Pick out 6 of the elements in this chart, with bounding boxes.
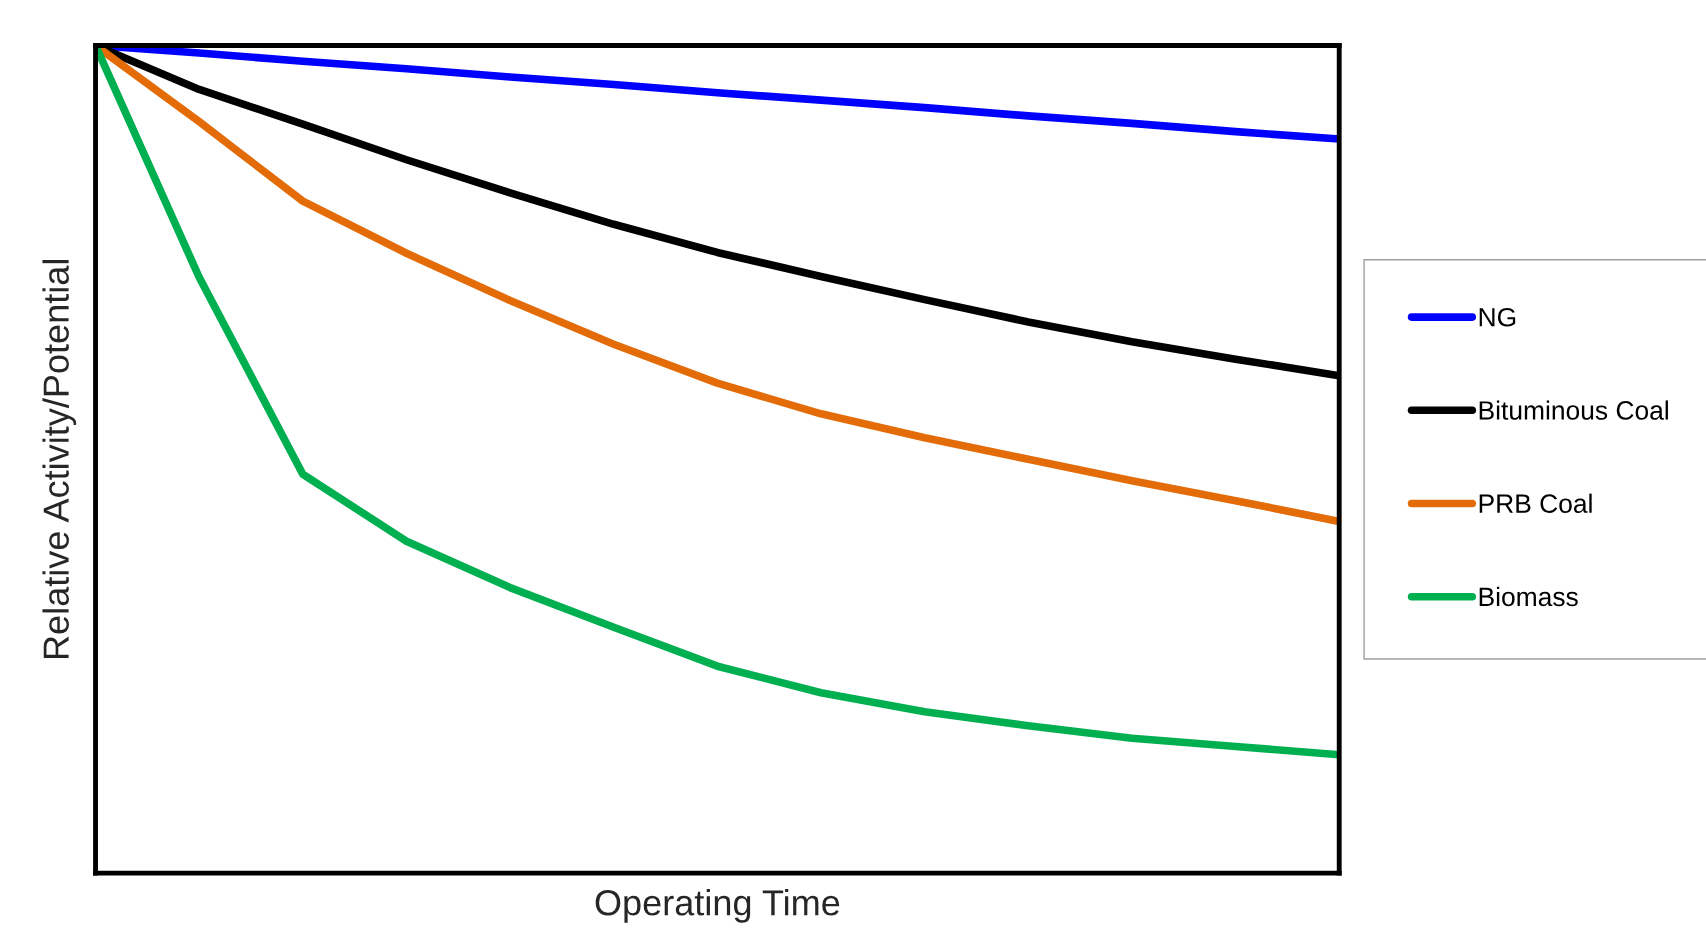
legend-label: Bituminous Coal [1479, 400, 1668, 420]
legend-label: NG [1479, 307, 1516, 327]
legend-label: Biomass [1479, 586, 1578, 607]
x-axis-title: Operating Time [595, 889, 840, 923]
y-axis-title: Relative Activity/Potential [42, 260, 77, 659]
legend-label: PRB Coal [1479, 493, 1592, 514]
